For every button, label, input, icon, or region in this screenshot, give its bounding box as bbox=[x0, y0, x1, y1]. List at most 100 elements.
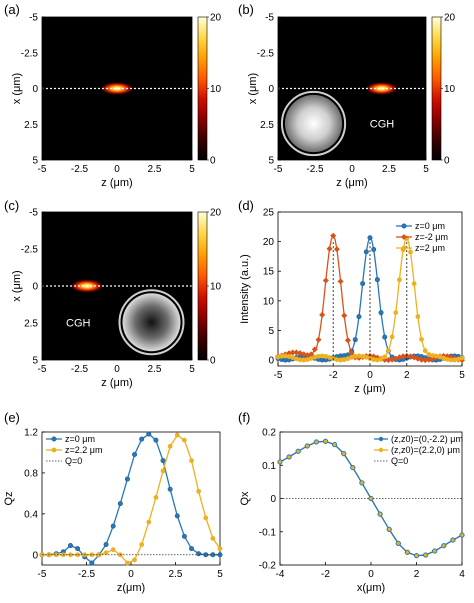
qx-data-point bbox=[451, 538, 455, 542]
x-axis-label: z (μm) bbox=[101, 377, 132, 389]
intensity-data-point bbox=[385, 348, 391, 353]
qz-data-point bbox=[75, 546, 81, 552]
qz-data-point bbox=[146, 431, 152, 437]
x-tick-label: 4 bbox=[459, 569, 465, 580]
qx-data-point bbox=[296, 449, 300, 454]
legend-label: z=0 μm bbox=[415, 221, 445, 231]
x-tick-label: -5 bbox=[38, 569, 47, 580]
colorbar bbox=[431, 16, 442, 161]
qz-data-point bbox=[103, 550, 109, 556]
x-tick-label: -2.5 bbox=[78, 569, 96, 580]
intensity-data-point bbox=[311, 346, 318, 353]
x-tick-label: 2 bbox=[404, 370, 410, 381]
qz-data-point bbox=[160, 468, 166, 474]
intensity-data-point bbox=[315, 336, 322, 343]
x-axis-label: z (μm) bbox=[101, 177, 132, 189]
y-tick-label: -2.5 bbox=[21, 245, 39, 256]
qz-data-point bbox=[117, 501, 123, 507]
colorbar-tick-label: 20 bbox=[210, 208, 222, 219]
qx-data-point bbox=[305, 444, 310, 448]
qz-data-point bbox=[174, 432, 180, 438]
qx-data-point bbox=[442, 543, 446, 548]
legend-label: z=2.2 μm bbox=[65, 445, 102, 455]
x-axis-label: z (μm) bbox=[336, 177, 367, 189]
colorbar bbox=[197, 211, 208, 361]
focal-spot bbox=[100, 82, 134, 95]
x-tick-label: 0 bbox=[114, 364, 120, 375]
y-tick-label: 2.5 bbox=[24, 319, 38, 330]
y-tick-label: 5 bbox=[32, 156, 38, 167]
x-tick-label: -2.5 bbox=[71, 164, 89, 175]
colorbar-tick-label: 0 bbox=[210, 156, 216, 167]
intensity-data-point bbox=[378, 310, 384, 316]
y-tick-label: -2.5 bbox=[21, 48, 39, 59]
legend-label: z=0 μm bbox=[65, 434, 95, 444]
qx-data-point bbox=[387, 527, 391, 532]
qx-data-point bbox=[405, 550, 410, 555]
y-tick-label: 0 bbox=[32, 282, 38, 293]
qz-data-point bbox=[210, 536, 216, 541]
qx-data-point bbox=[378, 512, 382, 516]
cgh-ring bbox=[280, 90, 347, 157]
intensity-data-point bbox=[297, 350, 304, 357]
qz-data-point bbox=[124, 476, 130, 482]
x-tick-label: 2.5 bbox=[169, 569, 183, 580]
x-tick-label: -2.5 bbox=[71, 364, 89, 375]
x-tick-label: -2.5 bbox=[306, 164, 324, 175]
y-tick-label: 0.2 bbox=[262, 428, 276, 439]
legend-label: z=-2 μm bbox=[415, 232, 448, 242]
y-axis-label: Qx bbox=[239, 491, 251, 506]
intensity-data-point bbox=[415, 314, 421, 319]
x-tick-label: -2 bbox=[321, 569, 330, 580]
y-tick-label: 0.8 bbox=[24, 468, 38, 479]
colorbar-tick-label: 10 bbox=[210, 84, 222, 95]
x-tick-label: 0 bbox=[114, 164, 120, 175]
qz-data-point bbox=[217, 546, 223, 552]
x-tick-label: 5 bbox=[459, 370, 465, 381]
y-tick-label: -0.1 bbox=[259, 527, 277, 538]
qx-data-point bbox=[360, 481, 364, 485]
colorbar-tick-label: 10 bbox=[444, 84, 456, 95]
x-tick-label: 5 bbox=[189, 364, 195, 375]
y-tick-label: 5 bbox=[268, 326, 274, 337]
intensity-data-point bbox=[411, 281, 417, 287]
legend-marker bbox=[400, 233, 408, 241]
intensity-data-point bbox=[360, 281, 366, 287]
legend-marker bbox=[378, 447, 384, 453]
x-tick-label: -4 bbox=[276, 569, 285, 580]
qx-data-point bbox=[460, 533, 464, 537]
panel-label: (a) bbox=[4, 2, 20, 17]
x-tick-label: 2 bbox=[414, 569, 420, 580]
qz-data-point bbox=[153, 437, 159, 443]
x-tick-label: -5 bbox=[274, 164, 283, 175]
qz-data-point bbox=[89, 560, 95, 566]
qx-data-point bbox=[341, 451, 346, 456]
intensity-data-point bbox=[341, 312, 348, 319]
y-tick-label: 10 bbox=[263, 296, 275, 307]
legend-marker bbox=[51, 447, 57, 453]
x-axis-label: x(μm) bbox=[357, 582, 385, 594]
qz-data-point bbox=[146, 519, 152, 525]
intensity-data-point bbox=[333, 246, 340, 253]
qz-data-point bbox=[139, 436, 145, 442]
qx-data-point bbox=[414, 553, 419, 558]
x-axis-label: z (μm) bbox=[354, 383, 385, 395]
qx-data-point bbox=[314, 440, 319, 444]
y-axis-label: Intensity (a.u.) bbox=[239, 254, 251, 324]
y-tick-label: 5 bbox=[32, 356, 38, 367]
y-tick-label: 0 bbox=[32, 84, 38, 95]
intensity-data-point bbox=[393, 310, 399, 316]
intensity-data-point bbox=[363, 249, 369, 255]
legend-label: Q=0 bbox=[65, 456, 82, 466]
legend-label: Q=0 bbox=[391, 456, 408, 466]
y-tick-label: 0.1 bbox=[262, 461, 276, 472]
panel-label: (c) bbox=[4, 198, 19, 213]
intensity-data-point bbox=[367, 235, 373, 241]
legend-marker bbox=[51, 436, 57, 442]
qz-data-point bbox=[110, 523, 116, 529]
intensity-data-point bbox=[371, 246, 377, 252]
qz-data-point bbox=[67, 543, 73, 549]
legend-marker bbox=[401, 245, 407, 251]
cgh-ring bbox=[118, 289, 185, 356]
